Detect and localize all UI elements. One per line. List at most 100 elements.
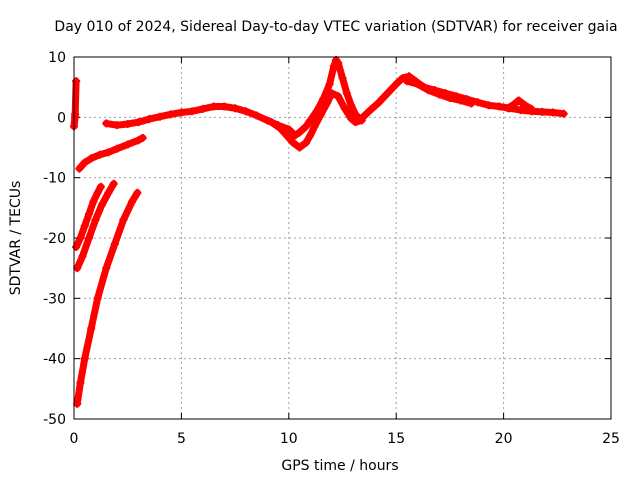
data-point [317, 110, 326, 119]
data-point [97, 200, 106, 209]
data-point [282, 131, 291, 140]
x-tick-label: 25 [602, 431, 620, 447]
data-point [276, 124, 285, 133]
data-point [123, 119, 132, 128]
data-point [155, 112, 164, 121]
data-point [521, 101, 530, 110]
data-point [510, 100, 519, 109]
data-point [109, 179, 118, 188]
data-point [87, 154, 96, 163]
y-tick-label: -40 [43, 352, 66, 368]
data-point [503, 104, 512, 113]
data-point [402, 77, 411, 86]
data-point [366, 106, 375, 115]
data-point [73, 264, 82, 273]
data-point [87, 324, 96, 333]
data-point [138, 133, 147, 142]
data-point [89, 197, 98, 206]
data-point [102, 119, 111, 128]
grid [74, 57, 611, 419]
x-tick-label: 20 [495, 431, 513, 447]
data-point [134, 136, 143, 145]
data-point [456, 96, 465, 105]
data-point [334, 92, 343, 101]
data-point [306, 131, 315, 140]
data-point [78, 252, 87, 261]
data-point [516, 106, 525, 115]
y-tick-label: -20 [43, 231, 66, 247]
data-point [188, 107, 197, 116]
data-point [347, 101, 356, 110]
data-point [112, 144, 121, 153]
data-point [467, 99, 476, 108]
data-point [514, 96, 523, 105]
data-point [295, 143, 304, 152]
data-point [252, 111, 261, 120]
data-point [334, 59, 343, 68]
x-tick-label: 10 [280, 431, 298, 447]
data-point [351, 110, 360, 119]
data-point [289, 138, 298, 147]
data-point [357, 116, 366, 125]
data-point [133, 188, 142, 197]
data-point [338, 74, 347, 83]
data-point [383, 89, 392, 98]
data-point [76, 234, 85, 242]
data-point [112, 121, 121, 130]
series-upper-branch [402, 77, 476, 108]
data-point [231, 104, 240, 113]
data-point [127, 197, 136, 206]
y-tick-label: -50 [43, 412, 66, 428]
data-points [70, 56, 568, 408]
data-point [123, 140, 132, 149]
data-point [301, 138, 310, 147]
data-point [241, 107, 250, 116]
data-point [329, 62, 338, 71]
data-point [177, 108, 186, 117]
data-point [198, 104, 207, 113]
series-lower-branch [267, 89, 366, 152]
data-point [325, 80, 334, 89]
data-point [559, 109, 568, 118]
data-point [327, 89, 336, 98]
data-point [110, 240, 119, 249]
y-axis-label: SDTVAR / TECUs [8, 181, 24, 296]
data-point [284, 125, 293, 134]
data-point [73, 399, 82, 408]
series-trail [268, 89, 366, 151]
data-point [351, 118, 360, 127]
x-axis-label: GPS time / hours [281, 458, 398, 474]
data-point [291, 131, 300, 140]
data-point [76, 378, 85, 387]
plot-frame [73, 56, 612, 420]
data-point [104, 188, 113, 197]
series-trail [73, 189, 141, 408]
data-point [306, 116, 315, 125]
data-point [96, 182, 105, 191]
data-point [527, 104, 536, 113]
data-point [104, 148, 113, 157]
data-point [72, 77, 81, 86]
data-point [295, 128, 304, 137]
data-point [102, 264, 111, 273]
data-point [80, 221, 89, 230]
series-small-bump-near-21 [503, 96, 536, 113]
x-tick-label: 5 [177, 431, 186, 447]
data-point [342, 89, 351, 98]
series-arc-2-from-25 [73, 179, 118, 273]
x-tick-label: 15 [387, 431, 405, 447]
data-point [72, 243, 81, 252]
data-point [75, 164, 84, 173]
data-point [85, 209, 94, 218]
series-arc-1-from-21-5 [72, 182, 105, 252]
y-tick-label: -30 [43, 291, 66, 307]
data-point [71, 110, 80, 119]
data-point [80, 158, 89, 167]
data-point [93, 294, 102, 303]
data-point [375, 98, 384, 107]
y-tick-label: 10 [48, 50, 66, 66]
data-point [549, 108, 558, 117]
data-point [473, 98, 482, 107]
data-point [166, 110, 175, 119]
